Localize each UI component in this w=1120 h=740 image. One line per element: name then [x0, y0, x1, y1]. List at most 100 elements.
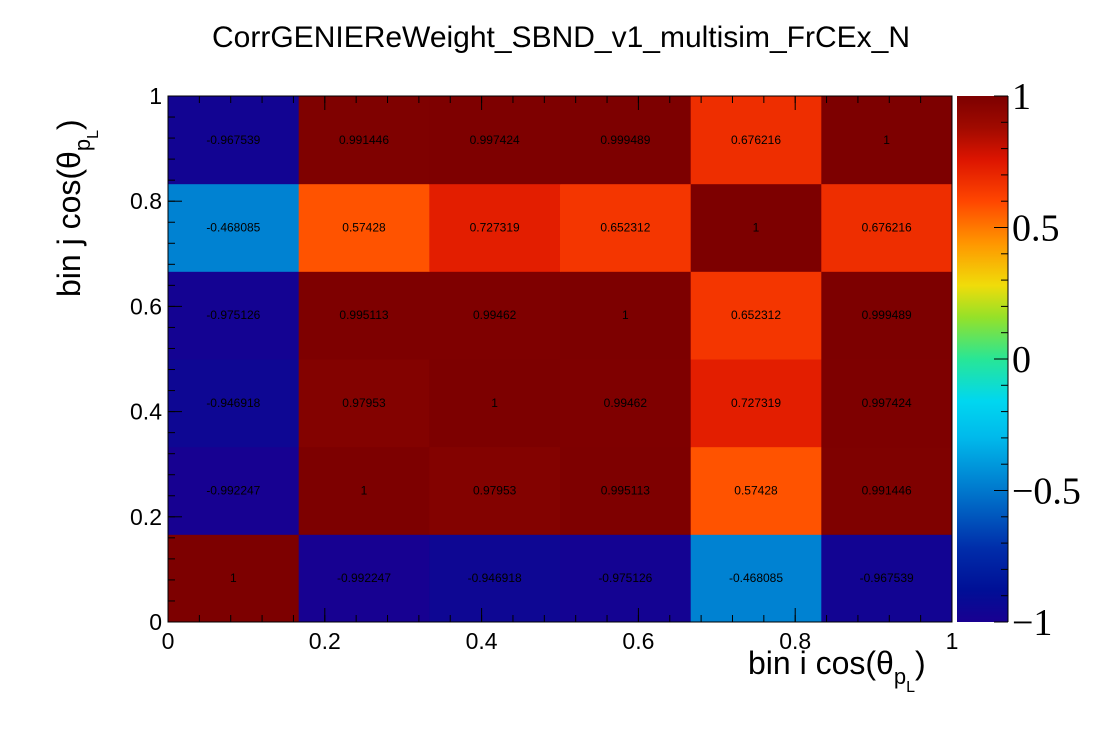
heatmap-cell: [821, 271, 953, 360]
heatmap-cell: [690, 446, 822, 535]
heatmap-cell-labels: 1 -0.992247 -0.946918 -0.975126 -0.468085 -0.…: [206, 133, 914, 585]
heatmap-cell-label: -0.946918: [468, 571, 522, 585]
heatmap-cell: [429, 271, 561, 360]
x-axis-tick-label: 0.2: [309, 628, 341, 654]
heatmap-cell-label: 0.97953: [473, 484, 517, 498]
heatmap-cell-label: 0.676216: [731, 133, 781, 147]
heatmap-cell: [429, 534, 561, 623]
heatmap-cell: [560, 534, 692, 623]
heatmap-cell-label: 1: [491, 396, 498, 410]
y-axis-title: bin j cos(θpL): [51, 119, 102, 297]
heatmap-cell-label: 1: [622, 308, 629, 322]
heatmap-cell-label: 0.995113: [601, 484, 650, 498]
heatmap-cell: [168, 534, 300, 623]
heatmap-cell: [560, 359, 692, 448]
heatmap-cell: [429, 96, 561, 185]
x-axis-title-sub: p: [894, 664, 906, 689]
heatmap-cell: [168, 446, 300, 535]
x-axis-tick-label: 0: [162, 628, 175, 654]
heatmap-cell: [821, 96, 953, 185]
x-axis-tick-label: 0.6: [622, 628, 654, 654]
heatmap-cell-label: 0.991446: [339, 133, 389, 147]
heatmap-cell-label: 0.999489: [600, 133, 650, 147]
heatmap-cell: [821, 359, 953, 448]
heatmap-cell-label: 0.57428: [734, 484, 778, 498]
x-axis-title: bin i cos(θpL): [748, 645, 926, 696]
y-axis-tick-label: 0: [149, 609, 162, 635]
colorbar-tick-label: 1: [1012, 76, 1031, 118]
heatmap-cell: [298, 446, 430, 535]
y-axis-title-subsub: L: [85, 130, 102, 139]
heatmap-cell-label: 0.676216: [862, 221, 912, 235]
heatmap-cell: [690, 183, 822, 272]
heatmap-cell: [560, 446, 692, 535]
colorbar-tick-label: −1: [1012, 602, 1052, 644]
x-axis-tick-label: 0.8: [779, 628, 811, 654]
colorbar-tick-label: 0: [1012, 339, 1031, 381]
y-axis-title-sub: p: [70, 139, 95, 151]
y-axis-title-main: bin j cos(θ: [51, 151, 87, 297]
y-axis-tick-label: 0.8: [130, 188, 162, 214]
heatmap-cell: [560, 96, 692, 185]
colorbar-tick-label: −0.5: [1012, 471, 1081, 513]
heatmap-cell: [168, 271, 300, 360]
heatmap-cell: [560, 183, 692, 272]
plot-frame: [167, 95, 953, 623]
heatmap-cells: [168, 96, 953, 623]
heatmap-cell: [560, 271, 692, 360]
heatmap-cell: [821, 446, 953, 535]
heatmap-cell-label: 0.727319: [470, 221, 520, 235]
heatmap-cell-label: 0.99462: [604, 396, 648, 410]
heatmap-cell: [168, 183, 300, 272]
heatmap-cell: [429, 446, 561, 535]
heatmap-cell-label: -0.967539: [206, 133, 260, 147]
x-axis-tick-label: 0.4: [466, 628, 498, 654]
heatmap-cell-label: 0.652312: [731, 308, 781, 322]
y-axis-tick-label: 0.2: [130, 504, 162, 530]
heatmap-cell-label: 1: [753, 221, 760, 235]
heatmap-cell-label: 1: [883, 133, 890, 147]
heatmap-cell-label: -0.975126: [206, 308, 260, 322]
heatmap-cell: [298, 96, 430, 185]
heatmap-cell: [690, 96, 822, 185]
heatmap-cell: [821, 534, 953, 623]
heatmap-cell-label: -0.967539: [860, 571, 914, 585]
x-axis-title-close: ): [915, 645, 926, 681]
chart-title: CorrGENIEReWeight_SBND_v1_multisim_FrCEx…: [212, 21, 910, 54]
heatmap-cell-label: -0.992247: [337, 571, 391, 585]
heatmap-cell-label: -0.992247: [206, 484, 260, 498]
y-axis: 0 0.2 0.4 0.6 0.8 1: [130, 83, 182, 635]
heatmap-cell-label: -0.468085: [206, 221, 260, 235]
heatmap-cell: [821, 183, 953, 272]
y-axis-title-close: ): [51, 119, 87, 130]
heatmap-cell-label: 0.99462: [473, 308, 517, 322]
y-axis-tick-label: 0.6: [130, 293, 162, 319]
heatmap-cell-label: 0.652312: [600, 221, 650, 235]
heatmap-cell: [298, 359, 430, 448]
heatmap-cell: [298, 271, 430, 360]
y-axis-tick-label: 0.4: [130, 399, 162, 425]
heatmap-cell-label: 1: [230, 571, 237, 585]
x-axis-title-main: bin i cos(θ: [748, 645, 894, 681]
heatmap-cell-label: 0.997424: [470, 133, 520, 147]
colorbar-tick-label: 0.5: [1012, 208, 1060, 250]
heatmap-cell-label: -0.468085: [729, 571, 783, 585]
heatmap-cell-label: 0.991446: [862, 484, 912, 498]
heatmap-cell: [690, 359, 822, 448]
heatmap-cell-label: 0.999489: [862, 308, 912, 322]
heatmap-cell-label: 0.997424: [862, 396, 912, 410]
heatmap-cell-label: -0.946918: [206, 396, 260, 410]
x-axis-title-subsub: L: [906, 679, 915, 696]
heatmap-cell-label: 0.97953: [342, 396, 386, 410]
plot-border: [167, 95, 953, 623]
x-axis: 0 0.2 0.4 0.6 0.8 1: [162, 96, 958, 654]
heatmap-cell: [429, 359, 561, 448]
heatmap-cell-label: -0.975126: [598, 571, 652, 585]
heatmap-cell-label: 0.727319: [731, 396, 781, 410]
heatmap-cell: [168, 359, 300, 448]
heatmap-cell-label: 0.57428: [342, 221, 386, 235]
heatmap-cell: [690, 534, 822, 623]
colorbar: −1 −0.5 0 0.5 1: [957, 76, 1081, 644]
